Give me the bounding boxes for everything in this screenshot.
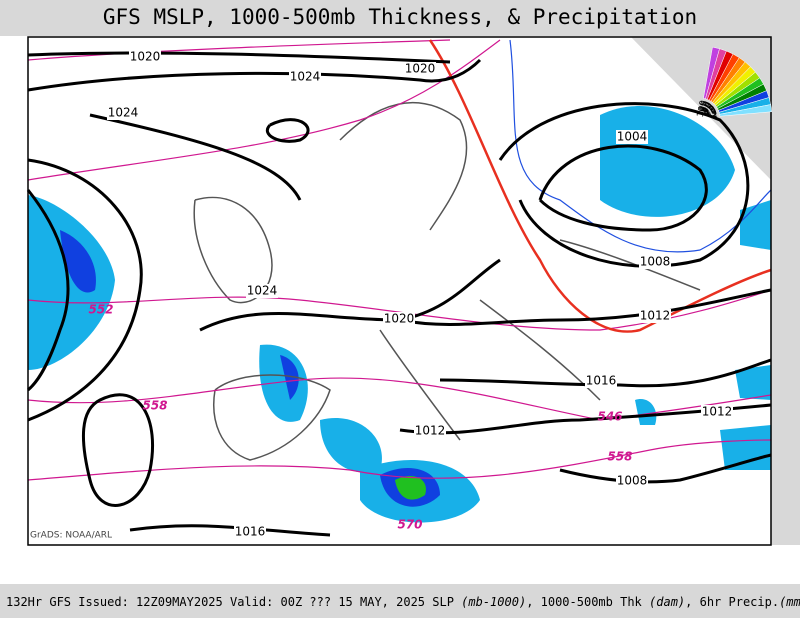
isobar-label: 1016 xyxy=(586,374,617,388)
isobar-label-bg xyxy=(289,70,321,84)
thickness-label: 546 xyxy=(597,410,622,424)
isobar-label-bg xyxy=(616,130,648,144)
isobar-labels: 1020 1024 1020 1024 1004 1008 1024 1020 1012 1016… xyxy=(107,50,733,539)
isobar-label: 1020 xyxy=(384,312,415,326)
legend-label: 75 xyxy=(698,100,711,114)
isobar-label: 1008 xyxy=(640,255,671,269)
isobar-label: 1012 xyxy=(640,309,671,323)
thickness-label: 570 xyxy=(397,518,422,532)
isobar-label: 1012 xyxy=(702,405,733,419)
isobar-label: 1008 xyxy=(617,474,648,488)
footer-segment: (mm) xyxy=(779,595,800,609)
isobar-label-bg xyxy=(246,284,278,298)
legend-label: 10 xyxy=(704,106,719,120)
isobar-label-bg xyxy=(701,405,733,419)
thickness-label: 558 xyxy=(142,399,167,413)
isobar-label-bg xyxy=(383,312,415,326)
isobar-label-bg xyxy=(234,525,266,539)
isobar-label-bg xyxy=(639,309,671,323)
isobar-label-bg xyxy=(414,424,446,438)
isobar-label-bg xyxy=(639,255,671,269)
thickness-label: 552 xyxy=(88,303,113,317)
isobar-label: 1012 xyxy=(415,424,446,438)
map-corner xyxy=(630,36,800,545)
isobar-label: 1024 xyxy=(108,106,139,120)
legend-label: 60 xyxy=(699,100,713,115)
title-bar xyxy=(0,0,800,36)
credit: GrADS: NOAA/ARL xyxy=(30,531,112,541)
isobar-label: 1020 xyxy=(130,50,161,64)
thickness-label: 558 xyxy=(607,450,632,464)
isobar-label-bg xyxy=(129,50,161,64)
isobar-label: 1020 xyxy=(405,62,436,76)
footer-segment: (dam) xyxy=(649,595,685,609)
title: GFS MSLP, 1000-500mb Thickness, & Precip… xyxy=(103,5,697,29)
footer-segment: 132Hr GFS Issued: 12Z09MAY2025 Valid: 00… xyxy=(6,595,461,609)
footer: 132Hr GFS Issued: 12Z09MAY2025 Valid: 00… xyxy=(6,595,800,609)
legend-label: 2 xyxy=(711,109,719,120)
legend-swatch xyxy=(719,104,773,117)
legend-label: 1 xyxy=(712,111,719,122)
map xyxy=(26,39,772,537)
isobar-label: 1004 xyxy=(617,130,648,144)
isobar-label-bg xyxy=(404,62,436,76)
isobar-label-bg xyxy=(107,106,139,120)
footer-bar xyxy=(0,584,800,618)
thickness-labels: 552 558 546 558 570 xyxy=(88,303,632,532)
footer-segment: , 1000-500mb Thk xyxy=(526,595,649,609)
map-frame xyxy=(27,36,772,546)
isobar-label: 1024 xyxy=(247,284,278,298)
isobar-label: 1024 xyxy=(290,70,321,84)
isobar-label-bg xyxy=(585,374,617,388)
footer-segment: (mb-1000) xyxy=(461,595,526,609)
thickness-540 xyxy=(428,39,772,333)
isobar-label: 1016 xyxy=(235,525,266,539)
isobar-label-bg xyxy=(616,474,648,488)
legend-label: 100 xyxy=(696,99,710,118)
footer-segment: , 6hr Precip. xyxy=(685,595,779,609)
legend-label: 5 xyxy=(710,108,719,119)
thickness-contours xyxy=(27,39,772,481)
